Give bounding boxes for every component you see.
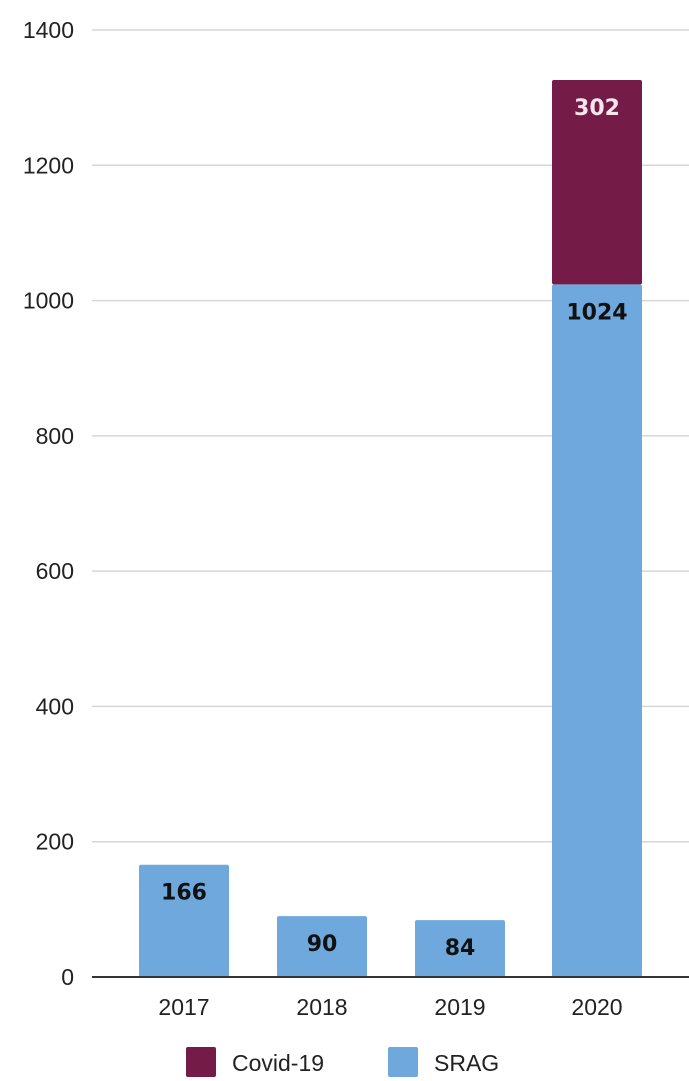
y-tick-label: 0 <box>61 964 74 990</box>
y-tick-label: 400 <box>36 693 74 719</box>
bars: 166 90 84 1024 302 <box>139 80 642 977</box>
bar-covid-19 <box>552 80 642 285</box>
legend-swatch <box>186 1047 216 1077</box>
bar-value-label: 166 <box>161 881 207 906</box>
y-tick-label: 200 <box>36 829 74 855</box>
bar-value-label: 302 <box>574 96 620 121</box>
gridlines <box>92 29 689 843</box>
bar-value-label: 90 <box>307 932 338 957</box>
y-tick-label: 800 <box>36 423 74 449</box>
y-tick-label: 1200 <box>23 152 74 178</box>
y-tick-label: 600 <box>36 558 74 584</box>
x-tick-label: 2020 <box>571 994 622 1020</box>
bar-srag <box>415 920 505 977</box>
x-tick-label: 2018 <box>296 994 347 1020</box>
x-tick-label: 2017 <box>158 994 209 1020</box>
x-tick-label: 2019 <box>434 994 485 1020</box>
bar-srag <box>277 916 367 977</box>
legend-label: Covid-19 <box>232 1050 324 1076</box>
legend-label: SRAG <box>434 1050 499 1076</box>
axes: 0 200 400 600 800 1000 1200 1400 2017 2018 2019 202… <box>23 17 689 1020</box>
bar-srag <box>552 284 642 977</box>
bar-value-label: 1024 <box>566 300 627 325</box>
legend: Covid-19 SRAG <box>186 1047 499 1077</box>
bar-value-label: 84 <box>445 936 476 961</box>
y-tick-label: 1400 <box>23 17 74 43</box>
bar-srag <box>139 864 229 977</box>
y-tick-label: 1000 <box>23 288 74 314</box>
legend-swatch <box>388 1047 418 1077</box>
